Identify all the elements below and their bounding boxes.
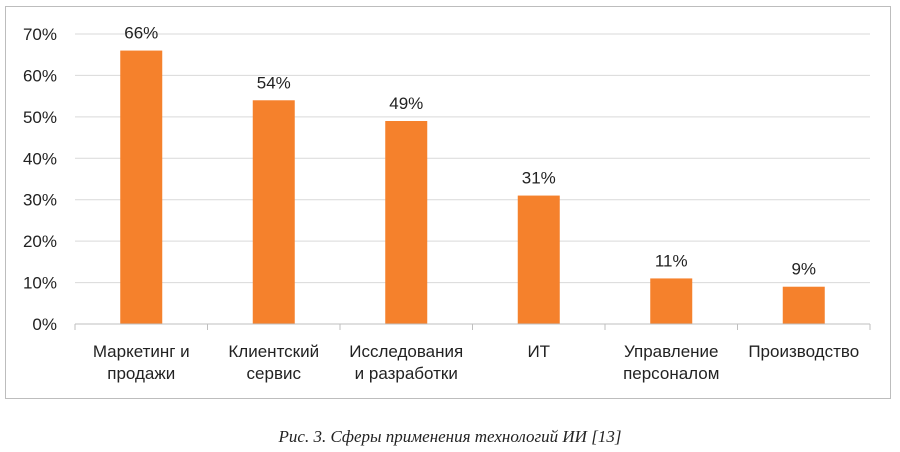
x-axis (74, 323, 871, 330)
bar (650, 278, 693, 324)
bar (782, 286, 825, 324)
y-tick-label: 20% (23, 232, 57, 251)
x-tick-label: Производство (748, 342, 859, 361)
y-tick-label: 40% (23, 149, 57, 168)
x-tick-label: Управление (624, 342, 719, 361)
x-tick-label: Маркетинг и (93, 342, 190, 361)
bar (252, 100, 295, 325)
y-axis-tick-labels: 0% 10% 20% 30% 40% 50% 60% 70% (23, 25, 57, 334)
y-tick-label: 70% (23, 25, 57, 44)
y-tick-label: 10% (23, 274, 57, 293)
data-label: 11% (655, 251, 688, 270)
y-tick-label: 60% (23, 66, 57, 85)
bars (120, 50, 825, 325)
data-label: 49% (389, 94, 423, 113)
bar (120, 50, 163, 324)
x-tick-label: ИТ (527, 342, 550, 361)
x-tick-label: продажи (107, 364, 175, 383)
y-tick-label: 50% (23, 108, 57, 127)
x-tick-label: Исследования (349, 342, 463, 361)
x-tick-label: сервис (247, 364, 302, 383)
x-tick-label: Клиентский (228, 342, 319, 361)
data-label: 54% (257, 73, 291, 92)
data-labels: 66% 54% 49% 31% 11% 9% (124, 24, 816, 279)
x-tick-label: персоналом (623, 364, 719, 383)
bar (517, 195, 560, 324)
figure-caption: Рис. 3. Сферы применения технологий ИИ [… (278, 427, 622, 446)
x-axis-category-labels: Маркетинг и продажи Клиентский сервис Исслед… (93, 342, 859, 383)
data-label: 66% (124, 24, 158, 43)
data-label: 9% (791, 260, 816, 279)
gridlines (75, 33, 870, 284)
x-tick-label: и разработки (355, 364, 458, 383)
bar (385, 121, 428, 324)
bar-chart: 0% 10% 20% 30% 40% 50% 60% 70% 66% 54% 49% 31% 11% 9… (23, 24, 871, 383)
data-label: 31% (522, 169, 556, 188)
y-tick-label: 0% (32, 315, 57, 334)
y-tick-label: 30% (23, 191, 57, 210)
